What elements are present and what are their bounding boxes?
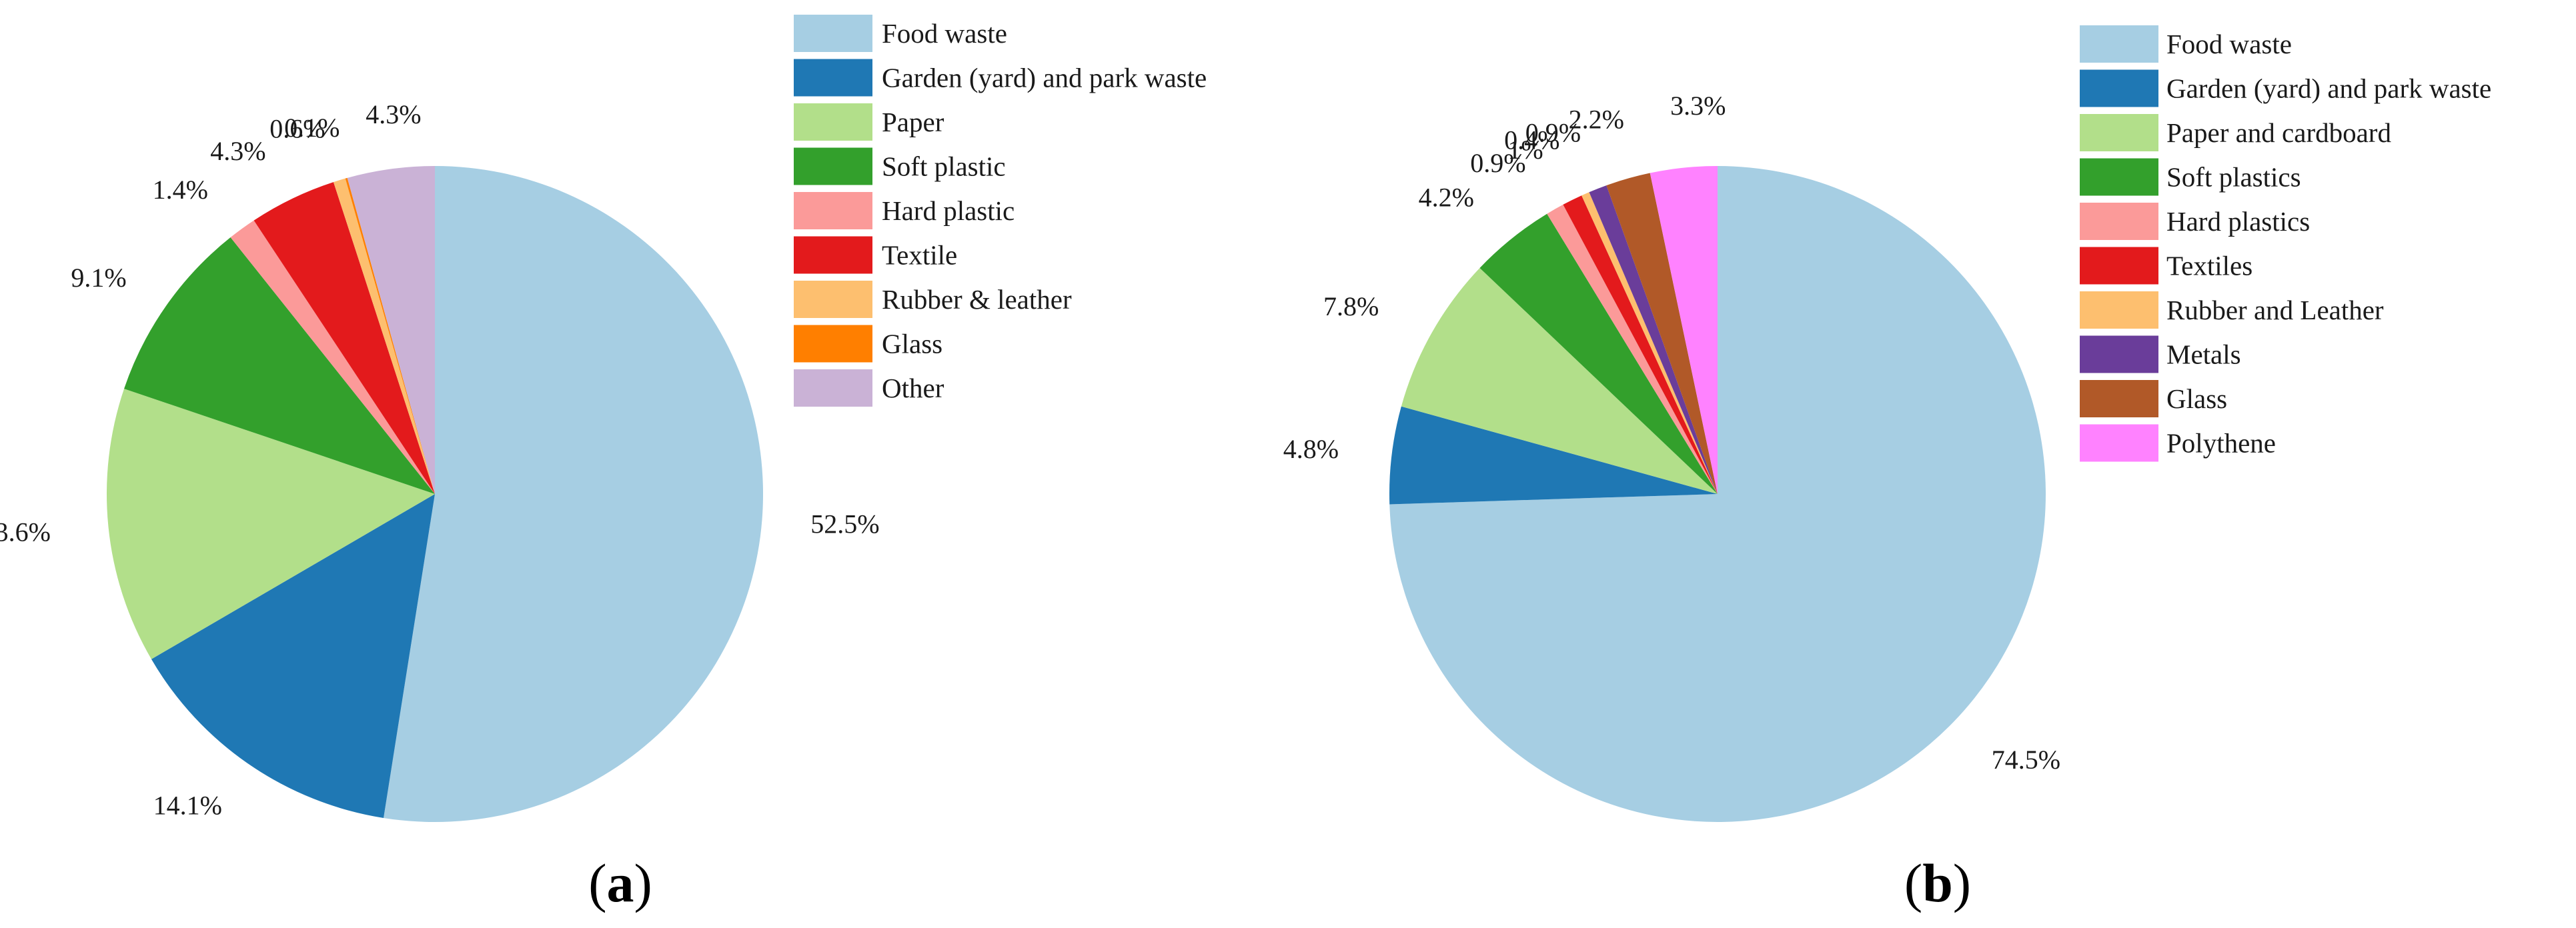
panel-label-a: (a): [588, 853, 652, 913]
pie-a-legend-label-rubber-and-leather: Rubber & leather: [882, 284, 1072, 315]
pie-b-label-soft-plastics: 4.2%: [1419, 183, 1474, 213]
pie-a-label-paper: 13.6%: [0, 517, 51, 547]
pie-a-slice-labels: 52.5%14.1%13.6%9.1%1.4%4.3%0.6%0.1%4.3%: [0, 99, 880, 820]
pie-a-slices: [107, 166, 764, 822]
pie-a-slice-soft-plastic: [124, 237, 435, 494]
pie-a-legend-label-food-waste: Food waste: [882, 18, 1007, 49]
pie-a-legend-swatch-hard-plastic: [794, 192, 872, 229]
pie-b-slice-metals: [1589, 185, 1718, 494]
pie-a-label-soft-plastic: 9.1%: [71, 263, 126, 293]
pie-a-slice-glass: [345, 177, 435, 494]
pie-b-slice-labels: 74.5%4.8%7.8%4.2%0.9%1%0.4%0.9%2.2% 3.3%: [1283, 91, 2060, 775]
pie-b-label-textiles: 1%: [1507, 135, 1543, 165]
pie-a-legend-swatch-soft-plastic: [794, 147, 872, 185]
pie-b-label-hard-plastics: 0.9%: [1470, 148, 1525, 178]
pie-a-legend: Food waste Garden (yard) and park waste Pa…: [794, 15, 1207, 407]
pie-b-legend-label-soft-plastics: Soft plastics: [2166, 162, 2301, 193]
pie-b-legend-swatch-polythene: [2080, 424, 2158, 462]
pie-a-legend-label-glass: Glass: [882, 329, 942, 359]
pie-a-legend-label-other: Other: [882, 373, 944, 403]
pie-b-legend-swatch-hard-plastics: [2080, 203, 2158, 240]
pie-b-legend-label-garden-yard-and-park-waste: Garden (yard) and park waste: [2166, 73, 2491, 104]
panel-label-a-letter: a: [607, 853, 634, 913]
pie-b-legend: Food waste Garden (yard) and park waste Pa…: [2080, 25, 2491, 462]
pie-a-slice-hard-plastic: [230, 220, 435, 494]
pie-a-label-rubber-and-leather: 0.6%: [269, 114, 325, 144]
pie-b-slice-garden-yard-and-park-waste: [1389, 406, 1718, 505]
panel-label-b: (b): [1904, 853, 1971, 913]
pie-b-slice-polythene: [1650, 166, 1718, 494]
pie-a-slice-other: [347, 166, 435, 494]
pie-b-legend-swatch-rubber-and-leather: [2080, 291, 2158, 329]
pie-a-legend-swatch-rubber-and-leather: [794, 281, 872, 318]
pie-a-legend-swatch-food-waste: [794, 15, 872, 52]
pie-b-slice-paper-and-cardboard: [1401, 267, 1718, 494]
pie-b-legend-label-paper-and-cardboard: Paper and cardboard: [2166, 117, 2391, 148]
pie-b-legend-swatch-soft-plastics: [2080, 158, 2158, 196]
pie-a-label-other: 4.3%: [366, 99, 421, 129]
pie-a-legend-label-paper: Paper: [882, 107, 944, 137]
pie-b-legend-label-polythene: Polythene: [2166, 428, 2276, 459]
pie-a-legend-label-garden-yard-and-park-waste: Garden (yard) and park waste: [882, 63, 1207, 93]
pie-a-legend-label-hard-plastic: Hard plastic: [882, 195, 1015, 226]
pie-b-legend-swatch-food-waste: [2080, 25, 2158, 63]
pie-chart-a: 52.5%14.1%13.6%9.1%1.4%4.3%0.6%0.1%4.3% …: [0, 15, 1207, 913]
pie-b-legend-swatch-paper-and-cardboard: [2080, 114, 2158, 151]
pie-b-label-garden-yard-and-park-waste: 4.8%: [1283, 434, 1339, 464]
pie-b-legend-label-textiles: Textiles: [2166, 251, 2252, 281]
pie-a-label-glass: 0.1%: [284, 113, 340, 143]
pie-a-slice-textile: [253, 182, 435, 494]
pie-b-legend-swatch-metals: [2080, 335, 2158, 373]
pie-a-legend-swatch-paper: [794, 103, 872, 141]
pie-a-slice-rubber-and-leather: [333, 178, 435, 494]
pie-b-slice-textiles: [1563, 195, 1718, 494]
pie-b-label-polythene: 3.3%: [1670, 91, 1726, 121]
pie-b-label-rubber-and-leather: 0.4%: [1504, 125, 1559, 155]
pie-b-slice-hard-plastics: [1547, 204, 1718, 494]
pie-chart-b: 74.5%4.8%7.8%4.2%0.9%1%0.4%0.9%2.2% 3.3% …: [1283, 25, 2491, 913]
pie-a-label-hard-plastic: 1.4%: [153, 175, 208, 205]
pie-a-legend-swatch-glass: [794, 325, 872, 363]
panel-label-b-letter: b: [1922, 853, 1953, 913]
pie-b-legend-label-glass: Glass: [2166, 383, 2227, 414]
pie-b-label-metals: 0.9%: [1525, 118, 1581, 148]
pie-b-label-food-waste: 74.5%: [1992, 745, 2060, 775]
panel-label-b-close: ): [1953, 853, 1971, 913]
pie-a-legend-swatch-textile: [794, 236, 872, 274]
pie-a-slice-garden-yard-and-park-waste: [151, 494, 435, 818]
pie-b-label-glass: 2.2%: [1569, 105, 1624, 135]
pie-b-slice-soft-plastics: [1479, 213, 1718, 494]
pie-a-slice-paper: [107, 389, 436, 659]
pie-b-legend-swatch-glass: [2080, 380, 2158, 417]
pie-a-legend-label-textile: Textile: [882, 240, 957, 271]
pie-a-legend-swatch-other: [794, 369, 872, 407]
pie-b-slice-rubber-and-leather: [1581, 192, 1718, 494]
pie-a-legend-swatch-garden-yard-and-park-waste: [794, 59, 872, 97]
panel-label-a-open: (: [588, 853, 606, 913]
pie-b-slice-food-waste: [1389, 166, 2046, 822]
pie-a-label-textile: 4.3%: [210, 136, 265, 166]
pie-b-legend-swatch-textiles: [2080, 247, 2158, 285]
pie-b-slices: [1389, 166, 2046, 822]
panel-label-b-open: (: [1904, 853, 1922, 913]
pie-b-legend-label-food-waste: Food waste: [2166, 29, 2292, 59]
pie-a-slice-food-waste: [384, 166, 764, 822]
pie-b-legend-label-hard-plastics: Hard plastics: [2166, 206, 2310, 237]
pie-b-legend-label-metals: Metals: [2166, 339, 2241, 370]
pie-b-legend-label-rubber-and-leather: Rubber and Leather: [2166, 295, 2384, 325]
pie-a-legend-label-soft-plastic: Soft plastic: [882, 151, 1006, 182]
pie-b-label-paper-and-cardboard: 7.8%: [1323, 291, 1379, 321]
pie-a-label-garden-yard-and-park-waste: 14.1%: [153, 790, 222, 820]
pie-a-label-food-waste: 52.5%: [810, 509, 879, 539]
panel-label-a-close: ): [634, 853, 652, 913]
pie-b-legend-swatch-garden-yard-and-park-waste: [2080, 69, 2158, 107]
pie-b-slice-glass: [1606, 173, 1718, 494]
